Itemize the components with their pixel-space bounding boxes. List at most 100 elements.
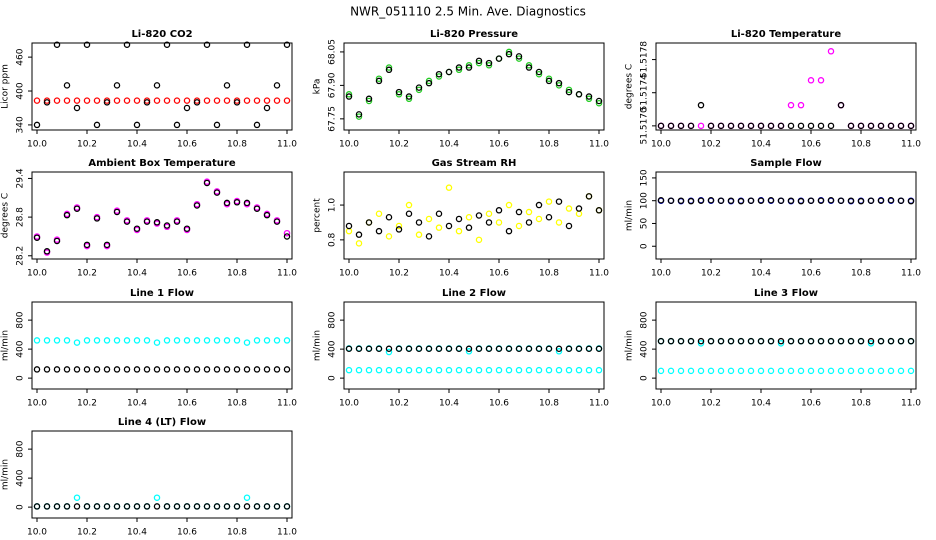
data-point [807, 197, 815, 204]
x-tick-label: 10.4 [127, 269, 147, 279]
data-point [555, 82, 563, 89]
data-point [555, 79, 563, 87]
x-tick-label: 10.0 [27, 399, 47, 409]
data-point [153, 97, 161, 104]
data-point [677, 337, 685, 345]
data-point [33, 337, 41, 344]
data-point [435, 210, 443, 218]
data-point [515, 208, 523, 216]
x-tick-label: 10.6 [177, 528, 197, 538]
data-point [253, 97, 261, 104]
data-point [445, 366, 453, 374]
data-point [837, 197, 845, 204]
data-point [757, 122, 765, 130]
data-point [73, 104, 81, 112]
x-tick-label: 11.0 [589, 269, 609, 279]
data-point [495, 219, 503, 226]
x-tick-label: 10.0 [651, 269, 671, 279]
data-point [163, 97, 171, 104]
data-point [375, 210, 383, 218]
data-point [405, 93, 413, 100]
data-point [213, 503, 221, 510]
data-point [213, 97, 221, 104]
data-point [223, 366, 231, 373]
data-point [113, 366, 121, 373]
data-point [787, 367, 795, 375]
data-point [797, 197, 805, 205]
data-point [273, 366, 281, 373]
data-point [243, 494, 251, 501]
data-point [525, 64, 533, 71]
data-point [63, 82, 71, 89]
x-tick-label: 10.8 [851, 399, 871, 409]
y-tick-label: 100 [640, 192, 650, 209]
data-point [797, 122, 805, 130]
y-tick-label: 28.2 [16, 246, 26, 266]
data-point [183, 97, 191, 104]
data-point [707, 122, 715, 130]
data-point [727, 122, 735, 130]
panel: Line 4 (LT) Flow ml/min 10.0 10.2 10.4 10.6 10… [1, 417, 298, 538]
data-point [33, 97, 41, 104]
data-point [395, 345, 403, 353]
data-point [355, 240, 363, 247]
data-point [365, 366, 373, 374]
data-point [837, 337, 845, 345]
x-tick-label: 10.2 [701, 399, 721, 409]
y-tick-label: 0 [16, 504, 26, 510]
data-point [283, 503, 291, 510]
data-point [827, 367, 835, 375]
data-point [687, 122, 695, 130]
data-point [797, 101, 805, 109]
data-point [545, 198, 553, 205]
data-point [93, 121, 101, 129]
data-point [173, 366, 181, 373]
data-point [595, 366, 603, 374]
panel: Li-820 Temperature degrees C 10.0 10.2 10.4 1… [625, 29, 922, 150]
x-tick-label: 10.6 [801, 140, 821, 150]
x-tick-label: 10.6 [489, 399, 509, 409]
data-point [475, 59, 483, 67]
data-point [73, 205, 81, 212]
data-point [777, 337, 785, 345]
data-point [203, 97, 211, 104]
data-point [133, 366, 141, 373]
data-point [223, 97, 231, 104]
data-point [395, 88, 403, 96]
data-point [455, 345, 463, 353]
data-point [435, 224, 443, 231]
data-point [717, 337, 725, 345]
panel-title: Line 1 Flow [130, 288, 194, 299]
data-point [345, 222, 353, 230]
data-point [707, 367, 715, 375]
data-point [375, 345, 383, 353]
x-tick-label: 11.0 [901, 269, 921, 279]
data-point [717, 122, 725, 130]
panel: Sample Flow ml/min 10.0 10.2 10.4 10.6 10.8 11.… [625, 158, 922, 279]
panel-title: Ambient Box Temperature [88, 158, 235, 169]
data-point [33, 234, 41, 241]
x-tick-label: 10.8 [227, 269, 247, 279]
data-point [93, 503, 101, 510]
data-point [143, 366, 151, 373]
data-point [153, 494, 161, 501]
data-point [83, 503, 91, 510]
data-point [183, 366, 191, 373]
plot-frame [655, 42, 917, 131]
data-point [365, 345, 373, 353]
data-point [797, 337, 805, 345]
data-point [213, 189, 221, 196]
data-point [827, 337, 835, 345]
x-tick-label: 10.6 [489, 140, 509, 150]
data-point [777, 197, 785, 204]
data-point [43, 248, 51, 255]
x-tick-label: 10.2 [389, 399, 409, 409]
data-point [93, 215, 101, 222]
x-tick-label: 10.0 [339, 140, 359, 150]
data-point [385, 366, 393, 374]
data-point [525, 345, 533, 353]
data-point [283, 366, 291, 373]
data-point [877, 122, 885, 130]
data-point [435, 366, 443, 374]
data-point [505, 50, 513, 58]
